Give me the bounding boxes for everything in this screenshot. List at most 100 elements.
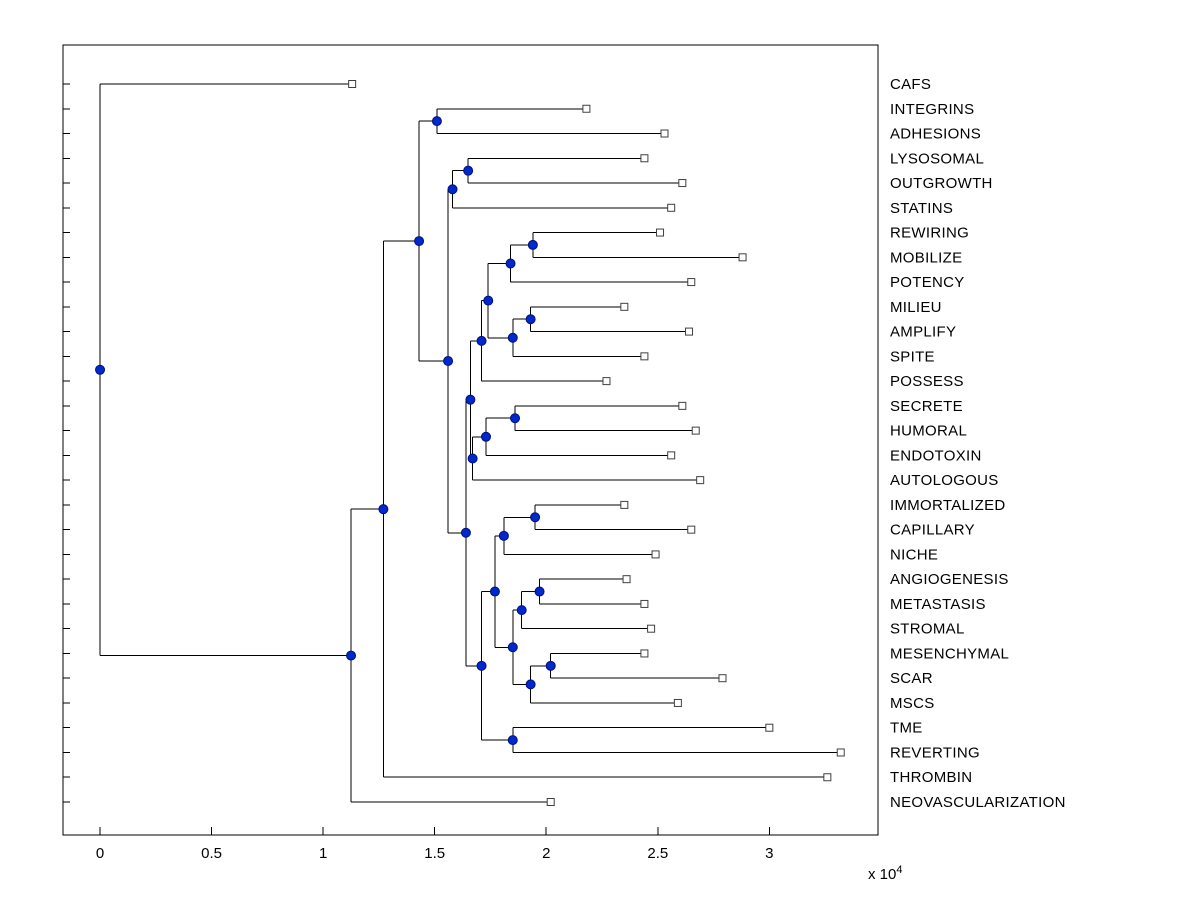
leaf-marker <box>667 203 676 212</box>
leaf-label: MILIEU <box>890 299 942 316</box>
leaf-label: OUTGROWTH <box>890 175 993 192</box>
leaf-label: CAPILLARY <box>890 522 975 539</box>
leaf-label: REVERTING <box>890 744 980 761</box>
leaf-marker <box>685 327 694 336</box>
leaf-marker <box>620 302 629 311</box>
internal-node-marker <box>378 504 389 515</box>
leaf-label: NICHE <box>890 546 938 563</box>
leaf-label: LYSOSOMAL <box>890 150 984 167</box>
x-axis-multiplier: x 104 <box>868 864 902 883</box>
internal-node-marker <box>525 314 536 325</box>
leaf-marker <box>765 723 774 732</box>
leaf-marker <box>602 377 611 386</box>
leaf-label: ANGIOGENESIS <box>890 571 1009 588</box>
leaf-marker <box>718 674 727 683</box>
leaf-label: SCAR <box>890 670 933 687</box>
x-tick-label: 2.5 <box>647 845 668 862</box>
leaf-label: ADHESIONS <box>890 126 981 143</box>
x-tick-label: 2 <box>542 845 550 862</box>
leaf-marker <box>660 129 669 138</box>
internal-node-marker <box>463 165 474 176</box>
leaf-marker <box>647 624 656 633</box>
x-tick-label: 0 <box>96 845 104 862</box>
internal-node-marker <box>483 295 494 306</box>
leaf-marker <box>687 278 696 287</box>
internal-node-marker <box>414 236 425 247</box>
internal-node-marker <box>95 364 106 375</box>
internal-node-marker <box>545 660 556 671</box>
internal-node-marker <box>443 355 454 366</box>
internal-node-marker <box>476 335 487 346</box>
leaf-label: ENDOTOXIN <box>890 447 982 464</box>
x-tick-label: 3 <box>765 845 773 862</box>
internal-node-marker <box>525 679 536 690</box>
x-axis-multiplier-exponent: 4 <box>896 864 903 876</box>
leaf-label: AUTOLOGOUS <box>890 472 999 489</box>
leaf-label: CAFS <box>890 76 931 93</box>
internal-node-marker <box>510 413 521 424</box>
leaf-label: NEOVASCULARIZATION <box>890 794 1066 811</box>
leaf-label: SPITE <box>890 348 935 365</box>
internal-node-marker <box>534 586 545 597</box>
internal-node-marker <box>498 530 509 541</box>
x-tick-label: 1.5 <box>424 845 445 862</box>
leaf-label: TME <box>890 720 923 737</box>
leaf-label: MOBILIZE <box>890 249 962 266</box>
leaf-marker <box>836 748 845 757</box>
internal-node-marker <box>465 394 476 405</box>
leaf-label: HUMORAL <box>890 423 967 440</box>
leaf-marker <box>640 154 649 163</box>
leaf-marker <box>640 352 649 361</box>
internal-node-marker <box>489 586 500 597</box>
x-tick-label: 0.5 <box>201 845 222 862</box>
internal-node-marker <box>467 453 478 464</box>
leaf-label: MESENCHYMAL <box>890 645 1009 662</box>
leaf-marker <box>687 525 696 534</box>
leaf-marker <box>546 798 555 806</box>
leaf-marker <box>691 426 700 435</box>
internal-node-marker <box>507 332 518 343</box>
internal-node-marker <box>431 116 442 127</box>
internal-node-marker <box>447 184 458 195</box>
internal-node-marker <box>476 660 487 671</box>
leaf-label: STROMAL <box>890 621 965 638</box>
leaf-marker <box>640 649 649 658</box>
leaf-marker <box>620 500 629 509</box>
internal-node-marker <box>481 431 492 442</box>
leaf-label: POTENCY <box>890 274 965 291</box>
internal-node-marker <box>527 239 538 250</box>
leaf-label: THROMBIN <box>890 769 972 786</box>
leaf-marker <box>678 179 687 188</box>
leaf-label: POSSESS <box>890 373 964 390</box>
leaf-marker <box>696 476 705 485</box>
x-tick-label: 1 <box>319 845 327 862</box>
leaf-marker <box>738 253 747 262</box>
internal-node-marker <box>507 735 518 746</box>
leaf-label: IMMORTALIZED <box>890 497 1006 514</box>
leaf-marker <box>651 550 660 559</box>
leaf-marker <box>667 451 676 460</box>
leaf-marker <box>656 228 665 237</box>
leaf-marker <box>582 104 591 113</box>
x-axis-multiplier-base: x 10 <box>868 866 897 883</box>
plot-border <box>62 44 879 836</box>
leaf-label: REWIRING <box>890 225 969 242</box>
internal-node-marker <box>530 512 541 523</box>
internal-node-marker <box>346 650 357 661</box>
leaf-marker <box>823 773 832 782</box>
leaf-label: STATINS <box>890 200 953 217</box>
internal-node-marker <box>516 605 527 616</box>
leaf-marker <box>678 401 687 410</box>
internal-node-marker <box>505 258 516 269</box>
internal-node-marker <box>460 527 471 538</box>
leaf-label: MSCS <box>890 695 935 712</box>
leaf-label: INTEGRINS <box>890 101 974 118</box>
leaf-marker <box>622 575 631 584</box>
leaf-label: AMPLIFY <box>890 324 956 341</box>
leaf-label: SECRETE <box>890 398 963 415</box>
internal-node-marker <box>507 642 518 653</box>
leaf-marker <box>673 698 682 707</box>
leaf-label: METASTASIS <box>890 596 986 613</box>
leaf-marker <box>640 599 649 608</box>
